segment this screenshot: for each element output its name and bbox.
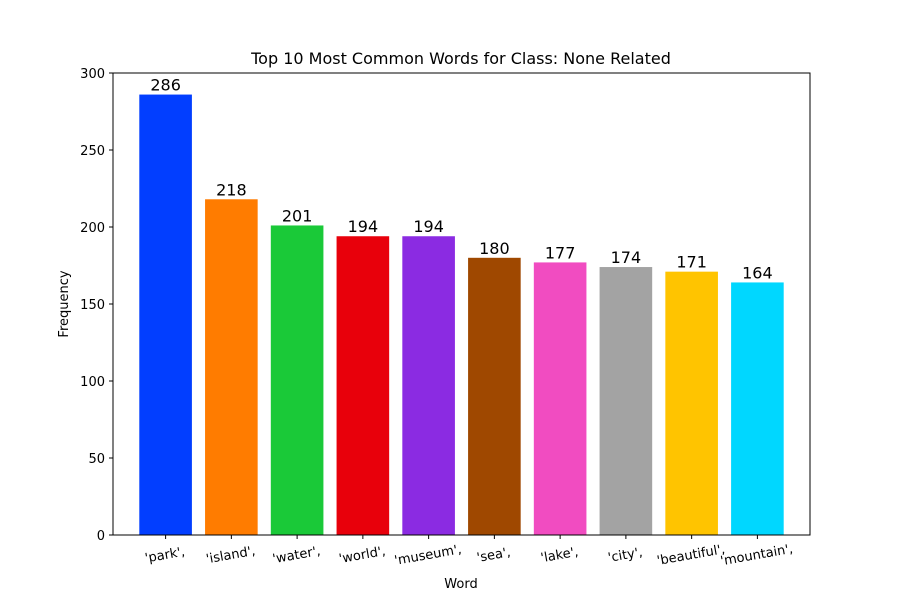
chart-title: Top 10 Most Common Words for Class: None… xyxy=(250,49,671,68)
y-tick-label: 200 xyxy=(80,221,105,236)
bar xyxy=(731,282,784,535)
x-tick-label: 'beautiful', xyxy=(656,542,726,569)
bar xyxy=(270,225,324,535)
x-axis: 'park', 'island', 'water', 'world', 'museum'… xyxy=(144,535,794,569)
x-tick-label: 'lake', xyxy=(540,545,580,566)
x-tick-label: 'museum', xyxy=(393,542,462,569)
data-label: 218 xyxy=(216,180,247,199)
bar xyxy=(139,94,192,535)
y-tick-label: 0 xyxy=(97,529,105,544)
x-tick-label: 'park', xyxy=(144,545,186,567)
x-tick-label: 'city', xyxy=(607,545,644,566)
bar xyxy=(468,257,521,535)
y-axis-label: Frequency xyxy=(57,270,72,337)
y-tick-label: 100 xyxy=(80,375,105,390)
data-label: 194 xyxy=(413,217,444,236)
x-tick-label: 'world', xyxy=(338,544,387,567)
data-label: 171 xyxy=(676,253,707,272)
x-tick-label: 'water', xyxy=(271,544,321,567)
y-tick-label: 150 xyxy=(80,298,105,313)
y-tick-label: 50 xyxy=(88,452,105,467)
data-label: 174 xyxy=(611,248,642,267)
data-label: 286 xyxy=(150,76,181,95)
y-tick-label: 250 xyxy=(80,144,105,159)
bar xyxy=(336,236,390,536)
x-axis-label: Word xyxy=(444,577,477,592)
data-label: 177 xyxy=(545,243,576,262)
bar xyxy=(665,271,718,535)
y-tick-label: 300 xyxy=(80,67,105,82)
x-tick-label: 'island', xyxy=(205,544,257,567)
bar xyxy=(599,267,653,535)
plot-area: 286 218 201 194 194 180 177 174 171 164 xyxy=(139,76,784,536)
data-label: 164 xyxy=(742,263,773,282)
y-axis: 0 50 100 150 200 250 300 xyxy=(80,67,113,544)
data-label: 180 xyxy=(479,239,510,258)
bar xyxy=(205,199,258,535)
x-tick-label: 'mountain', xyxy=(719,542,794,570)
bar xyxy=(533,262,587,535)
bar xyxy=(402,236,455,536)
data-label: 194 xyxy=(348,217,379,236)
data-label: 201 xyxy=(282,206,313,225)
x-tick-label: 'sea', xyxy=(476,545,512,566)
